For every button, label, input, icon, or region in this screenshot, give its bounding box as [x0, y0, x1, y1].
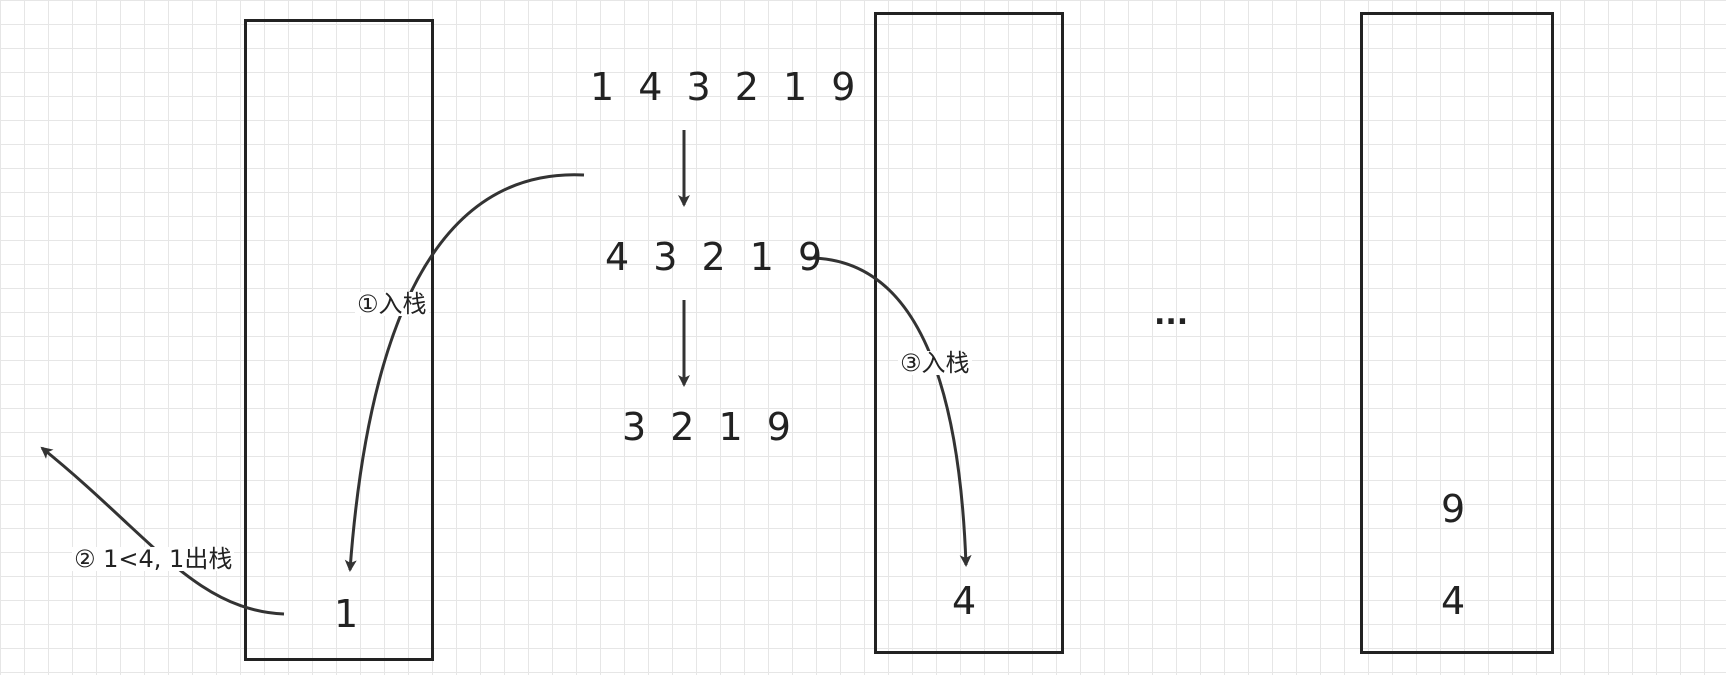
arrow-push-1 [344, 173, 585, 572]
stack-3-item-bottom: 4 [1441, 579, 1466, 623]
arrow-pop-1 [40, 446, 285, 616]
label-push-1: ①入栈 [355, 290, 429, 318]
stack-2-item: 4 [952, 579, 977, 623]
stack-box-1 [244, 19, 434, 661]
sequence-step-2: 4 3 2 1 9 [605, 235, 829, 279]
ellipsis: ... [1154, 297, 1189, 332]
label-pop: ② 1<4, 1出栈 [72, 545, 235, 573]
stack-box-2 [874, 12, 1064, 654]
sequence-step-1: 1 4 3 2 1 9 [590, 65, 862, 109]
stack-1-item: 1 [334, 592, 359, 636]
stack-box-3 [1360, 12, 1554, 654]
arrow-push-3 [805, 256, 972, 567]
sequence-step-3: 3 2 1 9 [622, 405, 797, 449]
stack-3-item-top: 9 [1441, 487, 1466, 531]
label-push-3: ③入栈 [898, 349, 972, 377]
